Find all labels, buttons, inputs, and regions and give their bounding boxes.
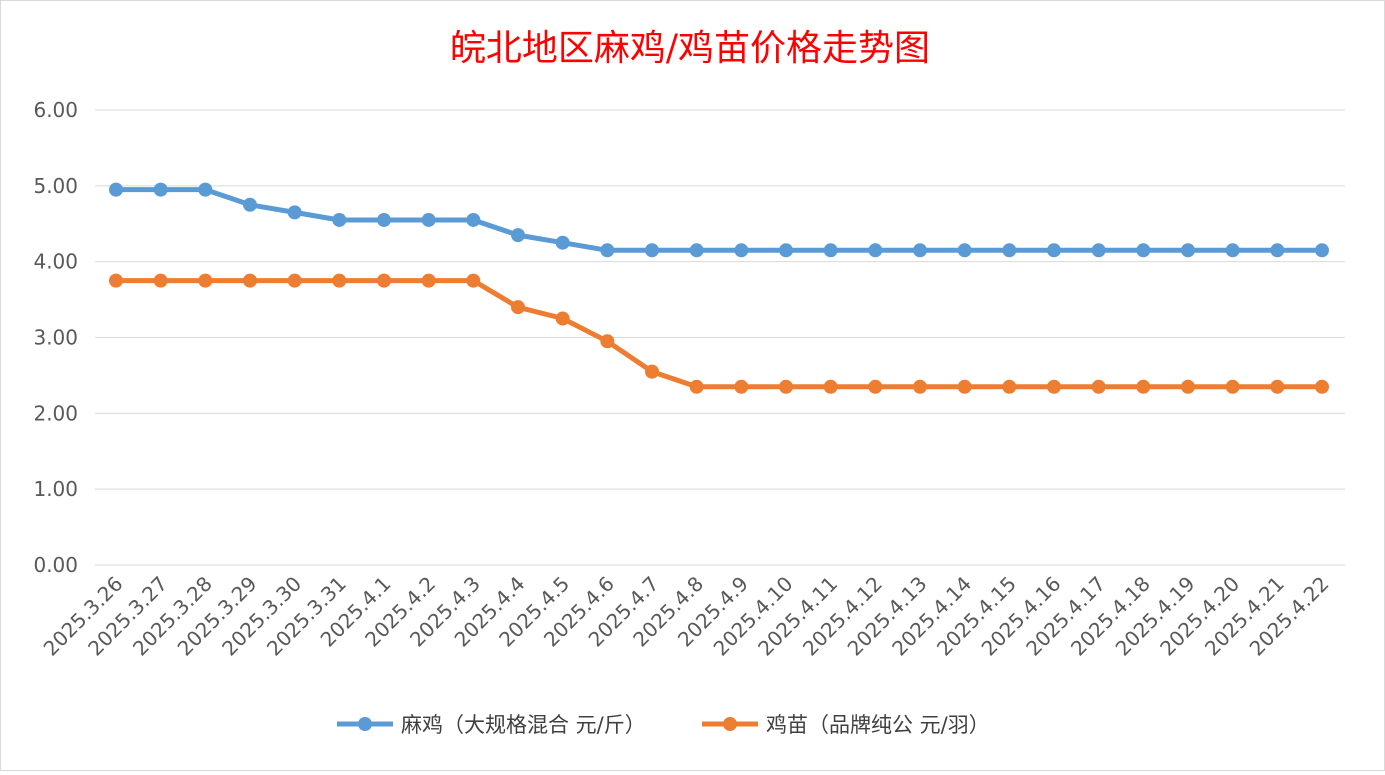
data-point (466, 273, 481, 288)
data-point (555, 235, 570, 250)
data-point (957, 243, 972, 258)
y-tick-label: 6.00 (33, 98, 78, 122)
data-point (198, 273, 213, 288)
data-point (1315, 379, 1329, 394)
data-point (243, 197, 257, 212)
legend-label: 鸡苗（品牌纯公 元/羽） (766, 713, 990, 737)
data-point (1136, 243, 1151, 258)
data-point (1002, 243, 1017, 258)
data-point (734, 379, 749, 394)
y-tick-label: 5.00 (33, 174, 78, 198)
data-point (287, 273, 302, 288)
data-point (1047, 379, 1061, 394)
data-point (734, 243, 749, 258)
data-point (1091, 243, 1106, 258)
data-point (153, 273, 168, 288)
data-point (287, 205, 302, 220)
data-point (1225, 243, 1240, 258)
legend-swatch-marker (358, 717, 372, 731)
data-point (868, 379, 883, 394)
data-point (689, 379, 704, 394)
data-point (1091, 379, 1106, 394)
chart-title: 皖北地区麻鸡/鸡苗价格走势图 (450, 28, 930, 69)
data-point (600, 334, 615, 349)
data-point (1315, 243, 1329, 258)
data-point (823, 379, 838, 394)
data-point (555, 311, 570, 326)
data-point (243, 273, 257, 288)
data-point (421, 212, 436, 227)
data-point (1002, 379, 1017, 394)
data-point (913, 243, 927, 258)
legend-label: 麻鸡（大规格混合 元/斤） (401, 713, 646, 737)
y-tick-label: 2.00 (33, 401, 78, 425)
y-tick-label: 0.00 (33, 553, 78, 577)
y-tick-label: 4.00 (33, 250, 78, 274)
series-layer (109, 182, 1329, 394)
data-point (198, 182, 213, 197)
data-point (511, 300, 525, 315)
data-point (1181, 379, 1195, 394)
legend: 麻鸡（大规格混合 元/斤） 鸡苗（品牌纯公 元/羽） (337, 713, 990, 737)
data-point (600, 243, 615, 258)
legend-swatch-marker (723, 717, 737, 731)
data-point (689, 243, 704, 258)
data-point (779, 379, 793, 394)
data-point (511, 228, 525, 243)
data-point (377, 212, 391, 227)
data-point (377, 273, 391, 288)
data-point (153, 182, 168, 197)
y-tick-label: 3.00 (33, 326, 78, 350)
data-point (1270, 243, 1285, 258)
data-point (1225, 379, 1240, 394)
series-line-0 (113, 187, 1325, 253)
data-point (645, 364, 659, 379)
data-point (109, 182, 123, 197)
data-point (1270, 379, 1285, 394)
data-point (645, 243, 659, 258)
data-point (779, 243, 793, 258)
data-point (466, 212, 481, 227)
data-point (868, 243, 883, 258)
y-tick-label: 1.00 (33, 477, 78, 501)
data-point (1047, 243, 1061, 258)
data-point (913, 379, 927, 394)
data-point (109, 273, 123, 288)
data-point (332, 212, 347, 227)
data-point (957, 379, 972, 394)
gridlines (95, 109, 1345, 566)
data-point (1136, 379, 1151, 394)
data-point (332, 273, 347, 288)
data-point (421, 273, 436, 288)
y-axis: 0.00 1.00 2.00 3.00 4.00 5.00 6.00 (33, 98, 78, 577)
data-point (823, 243, 838, 258)
series-line-1 (113, 278, 1325, 390)
data-point (1181, 243, 1195, 258)
